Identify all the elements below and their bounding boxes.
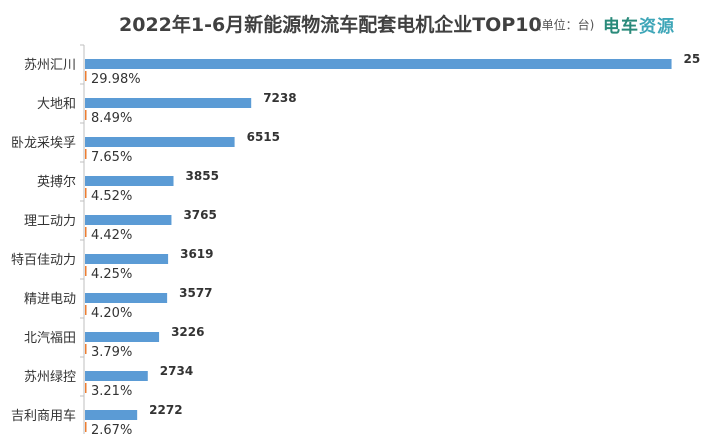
category-label: 吉利商用车 (11, 408, 76, 424)
value-label: 6515 (247, 130, 280, 144)
value-label: 2272 (149, 403, 182, 417)
share-bar (85, 305, 87, 315)
share-label: 2.67% (91, 423, 132, 434)
share-bar (85, 383, 87, 393)
value-label: 3855 (186, 169, 219, 183)
category-label: 特百佳动力 (11, 253, 76, 268)
value-bar (85, 176, 174, 186)
unit-note: (单位：台) (537, 18, 595, 32)
value-bar (85, 410, 138, 420)
value-label: 3577 (179, 286, 212, 300)
value-label: 3619 (180, 247, 213, 261)
share-bar (85, 149, 87, 159)
brand-logo: 电车资源 (603, 12, 675, 37)
value-bar (85, 98, 252, 108)
value-bar (85, 59, 672, 69)
share-label: 7.65% (91, 150, 132, 165)
category-label: 理工动力 (24, 214, 76, 229)
value-label: 2734 (160, 364, 193, 378)
share-bar (85, 188, 87, 198)
share-bar (85, 71, 87, 81)
value-label: 3226 (171, 325, 204, 339)
category-label: 卧龙采埃孚 (11, 136, 76, 151)
share-bar (85, 344, 87, 354)
share-label: 3.21% (91, 384, 132, 399)
value-bar (85, 254, 169, 264)
share-bar (85, 110, 87, 120)
value-bar (85, 371, 148, 381)
share-bar (85, 422, 87, 432)
category-label: 英搏尔 (37, 174, 76, 190)
value-label: 25545 (684, 52, 701, 66)
logo-text-part1: 电车 (603, 17, 639, 37)
logo-text-part2: 资源 (639, 17, 675, 37)
share-label: 3.79% (91, 345, 132, 360)
category-label: 大地和 (37, 97, 76, 112)
value-label: 3765 (183, 208, 216, 222)
value-bar (85, 293, 168, 303)
share-label: 4.52% (91, 189, 132, 204)
category-label: 精进电动 (24, 292, 76, 307)
chart-title: 2022年1-6月新能源物流车配套电机企业TOP10 (119, 14, 542, 36)
share-bar (85, 266, 87, 276)
share-label: 8.49% (91, 111, 132, 126)
share-label: 4.20% (91, 306, 132, 321)
share-label: 4.42% (91, 228, 132, 243)
value-label: 7238 (263, 91, 296, 105)
category-label: 苏州汇川 (24, 57, 76, 73)
share-label: 4.25% (91, 267, 132, 282)
share-label: 29.98% (91, 72, 141, 87)
value-bar (85, 137, 235, 147)
category-label: 北汽福田 (24, 331, 76, 346)
category-label: 苏州绿控 (24, 369, 76, 385)
value-bar (85, 215, 172, 225)
chart-header: 2022年1-6月新能源物流车配套电机企业TOP10 (单位：台) 电车资源 (0, 10, 701, 38)
value-bar (85, 332, 160, 342)
share-bar (85, 227, 87, 237)
